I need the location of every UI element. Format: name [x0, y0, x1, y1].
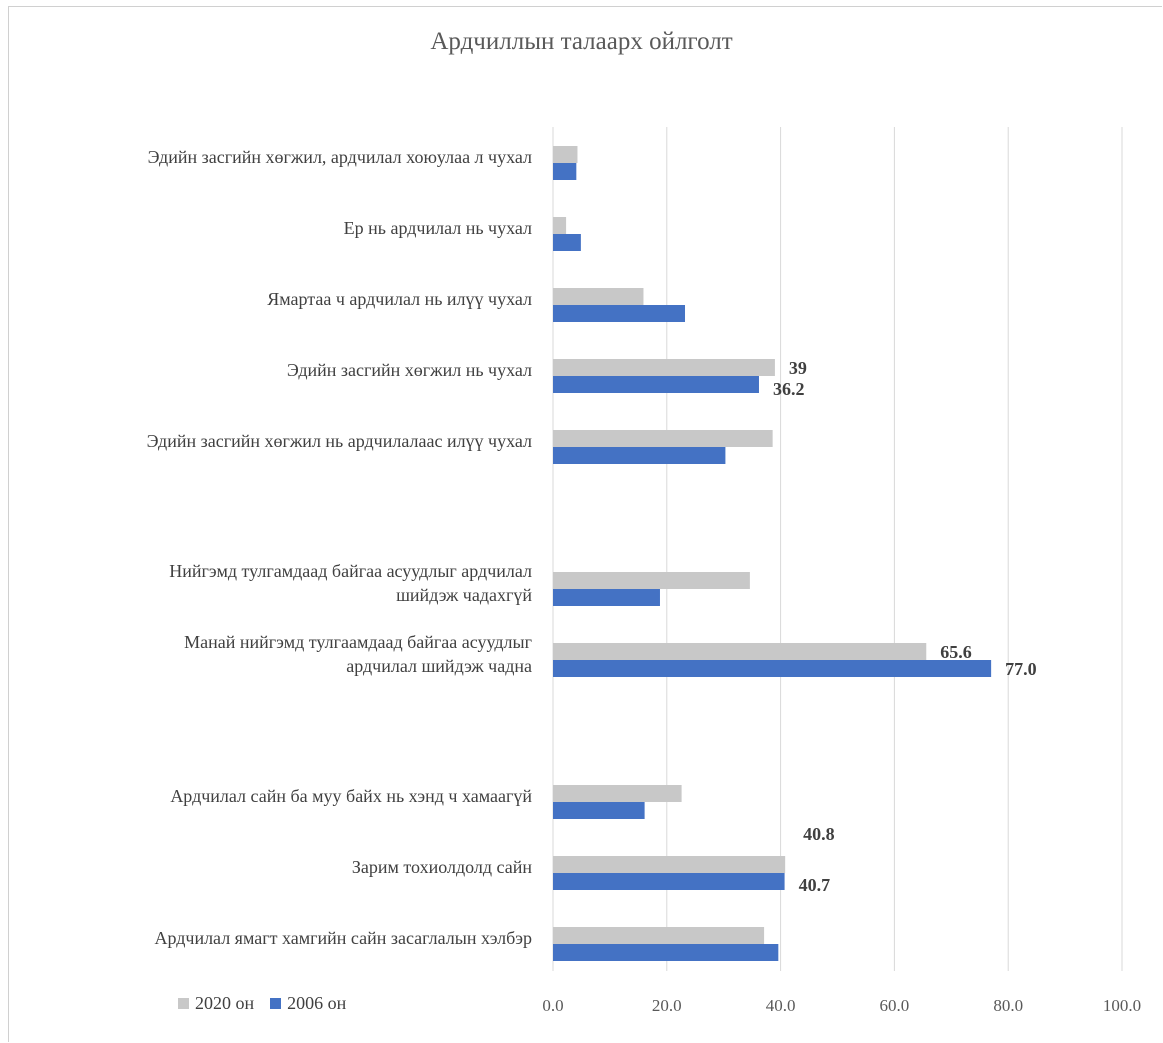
legend-label-2020: 2020 он — [195, 993, 255, 1013]
bar-2006-1 — [553, 234, 581, 251]
category-label-9-0: Ардчилал сайн ба муу байх нь хэнд ч хама… — [170, 786, 532, 806]
bar-2020-11 — [553, 927, 765, 944]
x-tick-label-80: 80.0 — [993, 996, 1023, 1015]
category-label-4-0: Эдийн засгийн хөгжил нь ардчилалаас илүү… — [147, 431, 532, 451]
data-label-2020-10: 40.8 — [803, 824, 835, 844]
legend-swatch-2006 — [270, 998, 282, 1009]
data-label-2006-3: 36.2 — [773, 379, 805, 399]
bar-2006-3 — [553, 376, 759, 393]
legend-label-2006: 2006 он — [287, 993, 347, 1013]
bar-2020-6 — [553, 572, 750, 589]
category-label-0-0: Эдийн засгийн хөгжил, ардчилал хоюулаа л… — [148, 147, 532, 167]
category-label-6-1: шийдэж чадахгүй — [396, 585, 532, 605]
bar-2006-4 — [553, 447, 726, 464]
bar-2020-10 — [553, 856, 786, 873]
category-label-6-0: Нийгэмд тулгамдаад байгаа асуудлыг ардчи… — [169, 561, 532, 581]
bar-2006-7 — [553, 660, 992, 677]
bar-2006-9 — [553, 802, 645, 819]
legend-swatch-2020 — [178, 998, 189, 1009]
bar-2020-2 — [553, 288, 644, 305]
chart-frame — [8, 6, 1162, 1042]
category-label-7-1: ардчилал шийдэж чадна — [346, 656, 532, 676]
category-label-3-0: Эдийн засгийн хөгжил нь чухал — [287, 360, 532, 380]
data-label-2020-7: 65.6 — [940, 642, 972, 662]
data-label-2006-10: 40.7 — [799, 875, 831, 895]
data-label-2006-7: 77.0 — [1005, 659, 1037, 679]
chart-title: Ардчиллын талаарх ойлголт — [430, 28, 733, 55]
category-label-2-0: Ямартаа ч ардчилал нь илүү чухал — [267, 289, 532, 309]
category-label-10-0: Зарим тохиолдолд сайн — [352, 857, 532, 877]
category-label-7-0: Манай нийгэмд тулгаамдаад байгаа асуудлы… — [184, 632, 532, 652]
bar-2020-3 — [553, 359, 775, 376]
bar-2006-0 — [553, 163, 577, 180]
legend: 2020 он 2006 он — [178, 993, 346, 1014]
bar-2020-4 — [553, 430, 773, 447]
x-tick-label-20: 20.0 — [652, 996, 682, 1015]
data-label-2020-3: 39 — [789, 358, 807, 378]
bar-2006-6 — [553, 589, 660, 606]
bar-2020-0 — [553, 146, 578, 163]
legend-item-2006: 2006 он — [270, 993, 346, 1014]
bar-2006-11 — [553, 944, 779, 961]
x-tick-label-100: 100.0 — [1103, 996, 1141, 1015]
bar-2006-10 — [553, 873, 785, 890]
bar-2006-2 — [553, 305, 686, 322]
x-tick-label-0: 0.0 — [542, 996, 563, 1015]
bar-2020-7 — [553, 643, 927, 660]
x-tick-label-60: 60.0 — [880, 996, 910, 1015]
x-tick-label-40: 40.0 — [766, 996, 796, 1015]
category-label-1-0: Ер нь ардчилал нь чухал — [344, 218, 532, 238]
category-label-11-0: Ардчилал ямагт хамгийн сайн засаглалын х… — [154, 928, 532, 948]
bar-2020-1 — [553, 217, 567, 234]
bar-2020-9 — [553, 785, 682, 802]
legend-item-2020: 2020 он — [178, 993, 254, 1014]
